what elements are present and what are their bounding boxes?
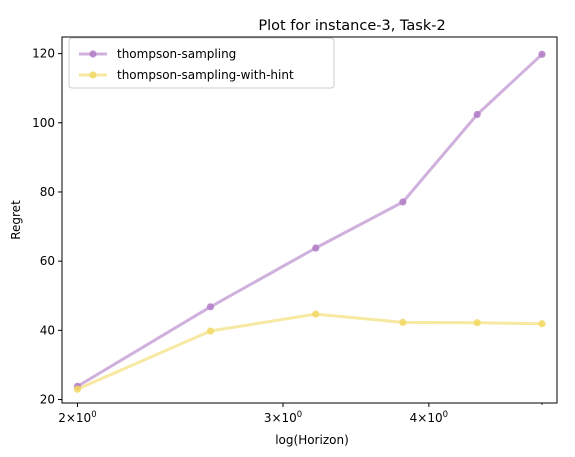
plot-series <box>73 50 546 393</box>
x-tick-label: 3×100 <box>264 410 302 425</box>
plot-frame <box>61 36 558 404</box>
y-tick-label: 120 <box>32 47 55 61</box>
data-point <box>206 327 215 335</box>
y-tick-label: 100 <box>32 116 55 130</box>
data-point <box>73 385 82 393</box>
data-point <box>312 310 320 318</box>
x-tick-label: 2×100 <box>58 410 96 425</box>
data-point <box>538 320 546 328</box>
legend-swatch-marker <box>89 50 97 58</box>
chart-title: Plot for instance-3, Task-2 <box>258 18 445 34</box>
y-tick-label: 20 <box>40 393 55 407</box>
legend-label: thompson-sampling-with-hint <box>117 68 294 82</box>
data-point <box>399 318 407 326</box>
y-tick-label: 40 <box>40 323 55 337</box>
y-tick-label: 60 <box>40 254 55 268</box>
legend-box <box>68 37 335 89</box>
legend-label: thompson-sampling <box>117 47 236 61</box>
data-point <box>312 244 320 252</box>
series-line <box>75 312 544 391</box>
data-point <box>538 50 546 58</box>
x-tick-label: 4×100 <box>410 410 448 425</box>
data-point <box>473 319 481 327</box>
data-point <box>206 303 215 311</box>
x-axis-ticks: 2×100 3×100 4×100 <box>58 403 543 425</box>
data-point <box>399 198 407 206</box>
y-tick-label: 80 <box>40 185 55 199</box>
y-axis-ticks: 20 40 60 80 100 120 <box>32 47 62 407</box>
legend: thompson-sampling thompson-sampling-with-… <box>68 37 335 89</box>
data-point <box>473 110 481 119</box>
series-line <box>75 52 544 388</box>
legend-swatch-marker <box>89 71 97 79</box>
x-axis-label: log(Horizon) <box>275 433 349 447</box>
y-axis-label: Regret <box>9 200 23 240</box>
